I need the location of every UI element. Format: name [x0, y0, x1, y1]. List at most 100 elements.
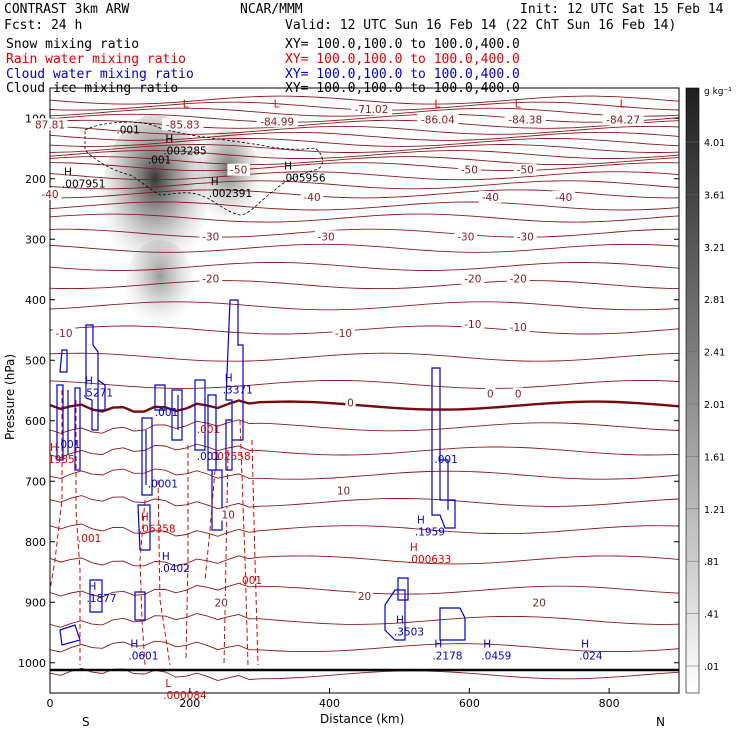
isotherm-label: 0 — [487, 389, 494, 401]
isotherm-label-bg — [332, 327, 355, 340]
isotherm-label: -30 — [202, 231, 219, 243]
isotherm-label: -50 — [461, 165, 478, 177]
isotherm-label: -40 — [555, 192, 572, 204]
extremum-value: .003285 — [163, 145, 206, 157]
isotherm-line — [50, 523, 679, 537]
isotherm-label: -84.99 — [260, 116, 294, 128]
isotherm-line — [50, 613, 679, 628]
y-tick-label: 300 — [25, 233, 46, 246]
extremum-value: 1935 — [48, 454, 75, 466]
isotherm-line — [50, 125, 679, 135]
contour-value-label: .001 — [155, 407, 178, 419]
contour-value-label: .001 — [78, 533, 101, 545]
snow-shading — [126, 240, 194, 330]
extremum-value: .2178 — [432, 651, 462, 663]
isotherm-label: -85.83 — [166, 119, 200, 131]
extremum-marker: H — [581, 639, 589, 651]
cloud-water-contour — [85, 324, 106, 431]
isotherm-label: -30 — [317, 231, 334, 243]
isotherm-label: -86.04 — [421, 114, 455, 126]
center-title: NCAR/MMM — [240, 2, 303, 17]
isotherm-line — [50, 180, 679, 190]
isotherm-label-bg — [314, 230, 338, 243]
isotherm-line — [50, 107, 679, 117]
y-tick-label: 700 — [25, 475, 46, 488]
isotherm-line — [50, 243, 679, 253]
extremum-marker: L — [515, 98, 521, 110]
isotherm-label-bg — [504, 113, 546, 126]
isotherm-label-bg — [162, 118, 204, 131]
isotherm-label-bg — [552, 190, 575, 203]
isotherm-label-bg — [454, 230, 478, 243]
isotherm-label-bg — [199, 230, 223, 243]
colorbar-tick-label: 2.41 — [704, 348, 725, 359]
isotherm-label-bg — [220, 508, 237, 521]
isotherm-label: -71.02 — [355, 104, 389, 116]
isotherm-line — [50, 156, 679, 166]
isotherm-label: -40 — [41, 189, 58, 201]
isotherm-label-bg — [513, 230, 537, 243]
extremum-marker: H — [417, 515, 425, 527]
isotherm-label: -50 — [230, 165, 247, 177]
y-tick-label: 400 — [25, 294, 46, 307]
legend-snow-label: Snow mixing ratio — [6, 37, 140, 52]
isotherm-line — [50, 119, 679, 129]
extremum-marker: H — [141, 512, 149, 524]
isotherm-label: -30 — [517, 231, 534, 243]
extremum-value: .3503 — [394, 626, 424, 638]
isotherm-label-bg — [602, 113, 644, 126]
isotherm-label: -10 — [55, 328, 72, 340]
isotherm-label-bg — [479, 190, 502, 203]
isotherm-label-bg — [461, 317, 485, 330]
isotherm-label: 0 — [515, 389, 522, 401]
x-axis-label: Distance (km) — [320, 712, 404, 726]
extremum-marker: H — [85, 375, 93, 387]
isotherm-line — [50, 95, 679, 105]
isotherm-label-bg — [513, 387, 524, 400]
extremum-marker: L — [620, 98, 626, 110]
isotherm-label-bg — [461, 272, 485, 285]
y-tick-label: 600 — [25, 415, 46, 428]
colorbar-tick-label: .41 — [704, 610, 719, 621]
isotherm-label: 20 — [533, 597, 546, 609]
isotherm-label-bg — [485, 387, 496, 400]
legend-cloud-water-label: Cloud water mixing ratio — [6, 67, 194, 82]
x-end-south: S — [82, 715, 90, 729]
isotherm-line — [50, 228, 679, 238]
isotherm-label: -30 — [457, 231, 474, 243]
isotherm-label: 10 — [337, 485, 350, 497]
extremum-marker: H — [64, 167, 72, 179]
isotherm-label-bg — [38, 187, 62, 200]
isotherm-line — [50, 352, 679, 362]
isotherm-line — [50, 640, 679, 653]
colorbar-tick-label: 2.81 — [704, 295, 725, 306]
extremum-marker: H — [211, 176, 219, 188]
contour-value-label: .001 — [434, 454, 457, 466]
contour-value-label: .001 — [57, 439, 80, 451]
forecast-hour: Fcst: 24 h — [4, 18, 83, 33]
contour-value-label: .001 — [116, 124, 139, 136]
isotherm-label: 0 — [347, 398, 354, 410]
isotherm-label: -84.27 — [606, 114, 640, 126]
isotherm-label: -10 — [510, 322, 527, 334]
model-title: CONTRAST 3km ARW — [4, 2, 130, 17]
isotherm-label: -50 — [517, 165, 534, 177]
isotherm-label-bg — [506, 321, 530, 333]
isotherm-label-bg — [345, 396, 356, 409]
extremum-marker: L — [274, 98, 280, 110]
isotherm-label: -20 — [202, 274, 219, 286]
isotherm-label: 87.81 — [35, 119, 65, 131]
init-time: Init: 12 UTC Sat 15 Feb 14 — [520, 2, 724, 17]
extremum-value: .5271 — [83, 387, 113, 399]
isotherm-line — [50, 399, 679, 413]
y-tick-label: 800 — [25, 536, 46, 549]
isotherm-label-bg — [300, 190, 324, 203]
isotherm-line — [50, 380, 679, 389]
extremum-value: .007951 — [62, 179, 105, 191]
extremum-value: .000084 — [163, 690, 207, 702]
extremum-marker: H — [284, 161, 292, 173]
isotherm-line — [50, 144, 679, 153]
colorbar-tick-label: 3.61 — [704, 190, 725, 201]
colorbar-tick-label: 3.21 — [704, 243, 725, 254]
